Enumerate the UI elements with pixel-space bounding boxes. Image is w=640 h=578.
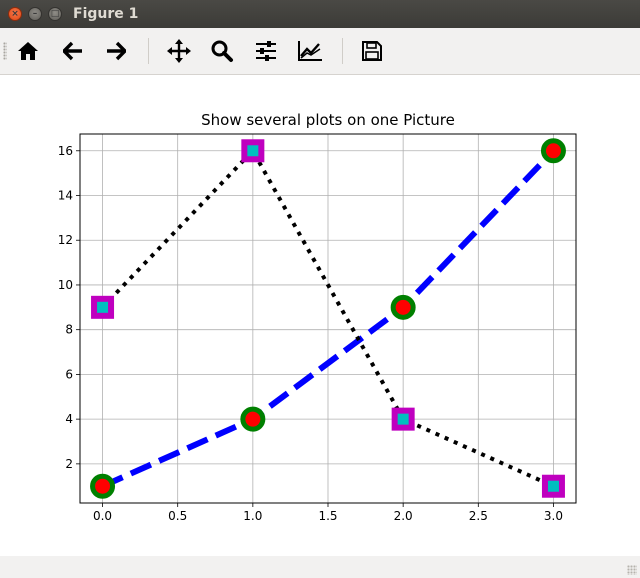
chart-title: Show several plots on one Picture <box>201 111 455 129</box>
data-point-square <box>391 407 415 431</box>
line-chart-icon <box>298 41 322 61</box>
save-button[interactable] <box>356 35 388 67</box>
sliders-icon <box>256 41 276 61</box>
y-tick-label: 10 <box>58 278 73 292</box>
x-tick-label: 1.5 <box>318 509 337 523</box>
home-icon <box>18 42 38 60</box>
data-point-square <box>241 139 265 163</box>
series-layer <box>90 138 566 499</box>
status-bar <box>0 556 640 578</box>
x-tick-label: 2.0 <box>394 509 413 523</box>
resize-grip[interactable] <box>627 565 637 575</box>
x-tick-label: 3.0 <box>544 509 563 523</box>
data-point-square <box>91 295 115 319</box>
y-tick-label: 12 <box>58 233 73 247</box>
toolbar-separator <box>342 38 343 64</box>
x-tick-label: 1.0 <box>243 509 262 523</box>
y-tick-label: 8 <box>65 323 73 337</box>
edit-axes-button[interactable] <box>294 35 326 67</box>
maximize-icon: □ <box>50 9 60 19</box>
back-button[interactable] <box>57 35 89 67</box>
configure-subplots-button[interactable] <box>250 35 282 67</box>
toolbar-separator <box>148 38 149 64</box>
window-minimize-button[interactable]: – <box>28 7 42 21</box>
move-icon <box>167 39 191 63</box>
minimize-icon: – <box>32 9 38 19</box>
close-icon: × <box>11 9 19 19</box>
y-tick-label: 14 <box>58 189 73 203</box>
tick-layer: 0.0 0.5 1.0 1.5 2.0 2.5 3.0 2 4 6 8 10 12 14 16 <box>58 144 563 523</box>
figure-canvas[interactable]: 0.0 0.5 1.0 1.5 2.0 2.5 3.0 2 4 6 8 10 12 14 16 Show s… <box>0 75 640 556</box>
series-line-1 <box>101 148 556 489</box>
y-tick-label: 4 <box>65 412 73 426</box>
navigation-toolbar <box>0 28 640 75</box>
x-tick-label: 0.0 <box>93 509 112 523</box>
data-point-circle <box>540 138 566 164</box>
y-tick-label: 16 <box>58 144 73 158</box>
y-tick-label: 6 <box>65 367 73 381</box>
x-tick-label: 0.5 <box>168 509 187 523</box>
window-maximize-button[interactable]: □ <box>48 7 62 21</box>
pan-button[interactable] <box>163 35 195 67</box>
arrow-left-icon <box>63 41 82 61</box>
data-point-circle <box>240 406 266 432</box>
data-point-circle <box>90 473 116 499</box>
home-button[interactable] <box>12 35 44 67</box>
plot-svg: 0.0 0.5 1.0 1.5 2.0 2.5 3.0 2 4 6 8 10 12 14 16 Show s… <box>58 111 577 523</box>
arrow-right-icon <box>107 41 126 61</box>
window-title: Figure 1 <box>73 6 139 22</box>
grid-lines <box>80 134 576 503</box>
forward-button[interactable] <box>100 35 132 67</box>
x-tick-label: 2.5 <box>469 509 488 523</box>
window-titlebar[interactable]: × – □ Figure 1 <box>0 0 640 28</box>
data-point-square <box>541 474 565 498</box>
data-point-circle <box>390 294 416 320</box>
y-tick-label: 2 <box>65 457 73 471</box>
zoom-button[interactable] <box>206 35 238 67</box>
magnifier-icon <box>211 40 233 62</box>
series-line-2 <box>101 147 555 489</box>
toolbar-grip[interactable] <box>3 42 7 60</box>
floppy-disk-icon <box>362 41 382 61</box>
window-close-button[interactable]: × <box>8 7 22 21</box>
